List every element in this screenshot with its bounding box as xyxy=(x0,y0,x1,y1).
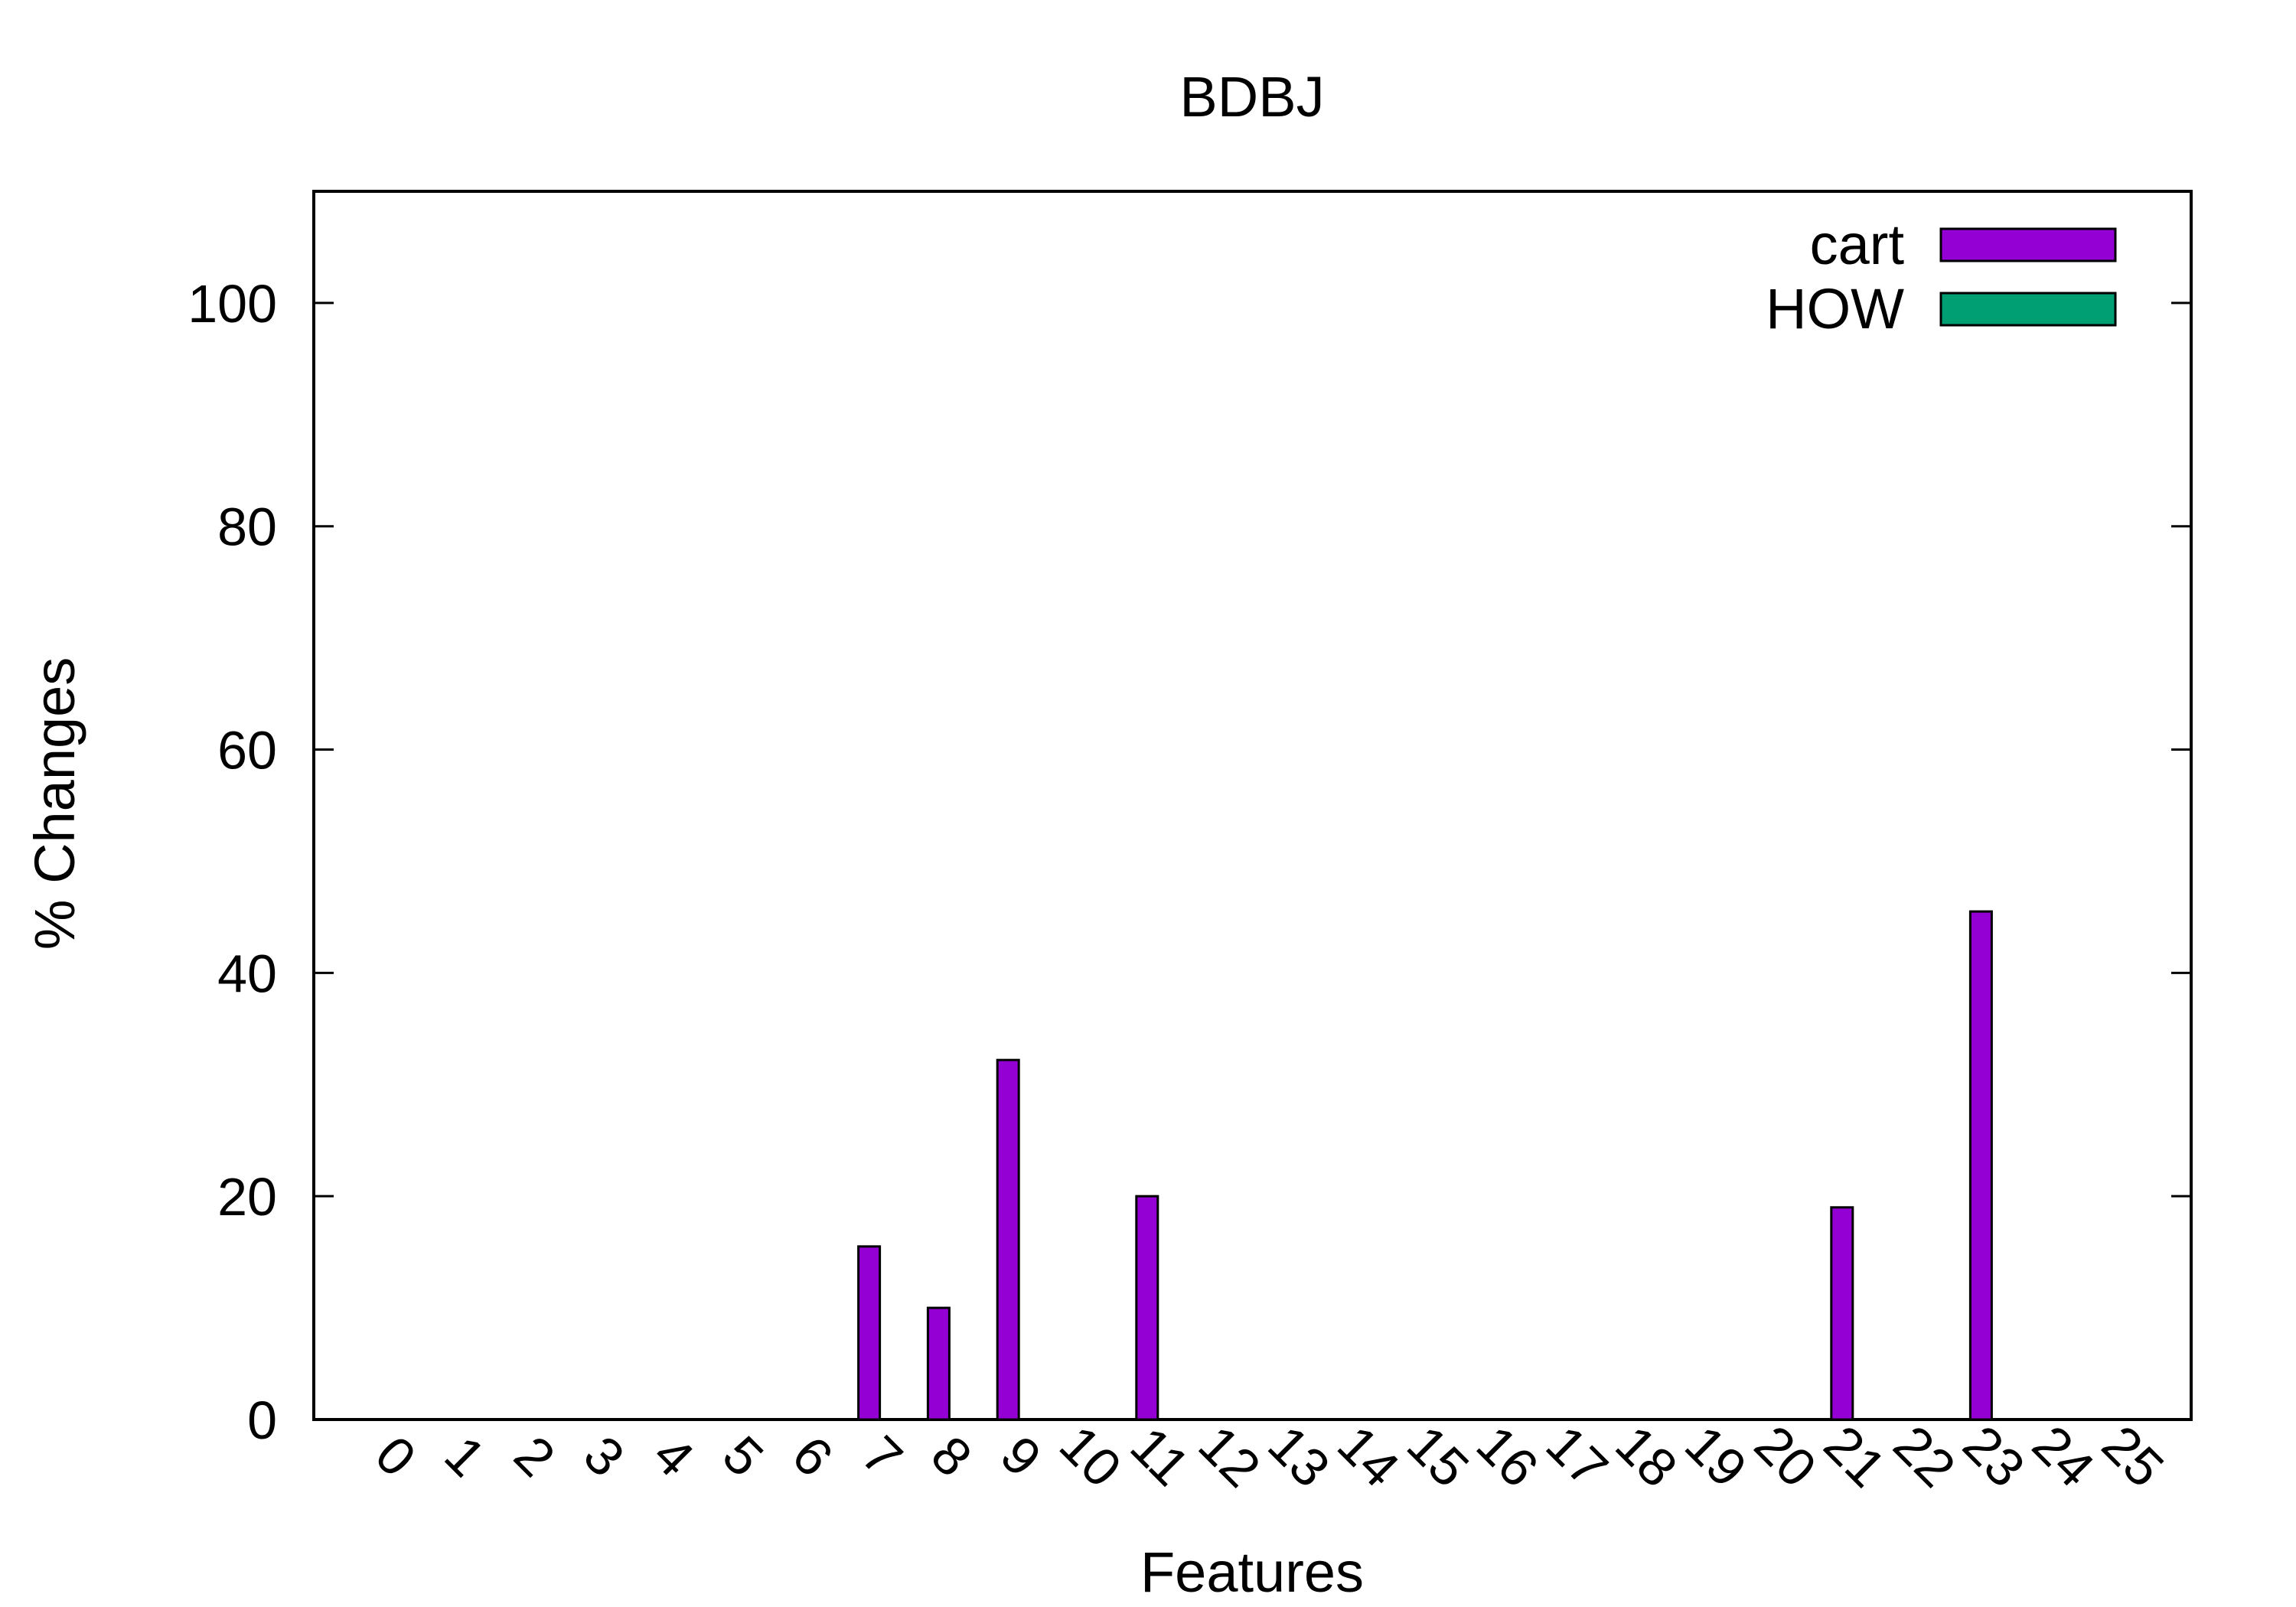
x-tick-label: 2 xyxy=(503,1425,566,1488)
y-axis-label: % Changes xyxy=(23,657,86,950)
x-tick-label: 9 xyxy=(990,1425,1053,1488)
bar-cart-8 xyxy=(926,1306,951,1421)
x-axis-label: Features xyxy=(1140,1540,1364,1604)
x-tick-label: 8 xyxy=(920,1425,983,1488)
bar-cart-9 xyxy=(996,1058,1020,1421)
y-tick-label: 100 xyxy=(188,274,277,334)
chart-title: BDBJ xyxy=(1179,65,1324,129)
y-tick-label: 60 xyxy=(217,721,277,781)
plot-frame xyxy=(312,190,2193,1421)
x-tick-label: 3 xyxy=(572,1425,636,1488)
x-tick-label: 0 xyxy=(364,1425,428,1488)
y-tick-label: 80 xyxy=(217,497,277,557)
bars xyxy=(857,910,1993,1421)
legend-label-how: HOW xyxy=(1766,277,1904,341)
bar-cart-21 xyxy=(1830,1206,1854,1421)
y-tick-label: 20 xyxy=(217,1167,277,1227)
x-tick-label: 25 xyxy=(2091,1414,2175,1498)
bar-cart-11 xyxy=(1135,1195,1159,1421)
y-tick-label: 0 xyxy=(247,1390,277,1450)
y-tick-label: 40 xyxy=(217,944,277,1003)
bar-cart-23 xyxy=(1968,910,1993,1421)
bar-cart-7 xyxy=(857,1245,882,1421)
legend-swatch-how xyxy=(1939,292,2117,327)
legend-swatch-cart xyxy=(1939,227,2117,262)
y-axis: 0 20 40 60 80 100 xyxy=(188,274,2191,1450)
x-tick-label: 7 xyxy=(850,1425,914,1488)
x-tick-label: 1 xyxy=(433,1425,497,1488)
x-tick-label: 4 xyxy=(642,1425,706,1488)
plot-area xyxy=(312,190,2193,1421)
x-tick-label: 6 xyxy=(781,1425,844,1488)
legend-label-cart: cart xyxy=(1810,213,1905,276)
x-axis: 0 1 2 3 4 5 6 7 8 9101112131415161718192021222324… xyxy=(364,1414,2175,1498)
x-tick-label: 5 xyxy=(712,1425,775,1488)
